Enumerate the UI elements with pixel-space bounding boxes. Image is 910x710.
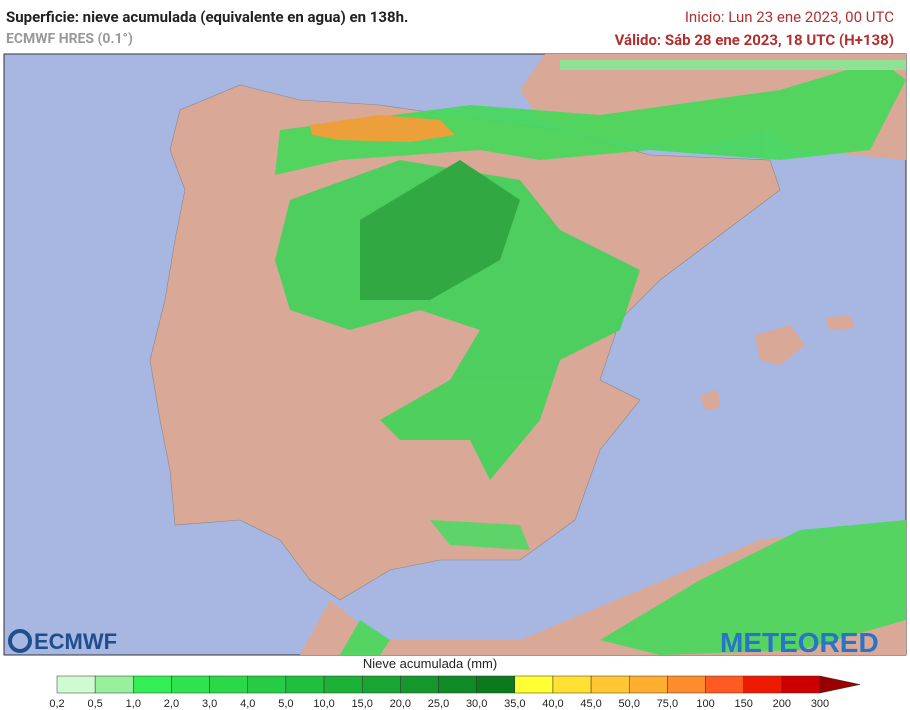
legend-swatch xyxy=(552,675,592,694)
snow-areas xyxy=(275,60,906,655)
legend-swatch xyxy=(400,675,439,694)
legend-tick-label: 0,5 xyxy=(88,698,103,710)
valid-time: Válido: Sáb 28 ene 2023, 18 UTC (H+138) xyxy=(614,31,894,49)
legend-tick-label: 50,0 xyxy=(619,698,640,710)
legend-tick-label: 30,0 xyxy=(466,698,487,710)
legend-swatch xyxy=(285,675,325,694)
legend-tick-label: 15,0 xyxy=(351,698,372,710)
legend-swatch xyxy=(133,675,172,694)
island xyxy=(755,325,805,365)
legend-swatch xyxy=(781,675,821,694)
legend-arrow xyxy=(819,675,861,694)
legend-swatch xyxy=(743,675,783,694)
legend-tick-label: 100 xyxy=(696,698,714,710)
legend-tick-label: 75,0 xyxy=(657,698,678,710)
legend-swatch xyxy=(438,675,477,694)
ecmwf-logo-text: ECMWF xyxy=(34,629,117,654)
legend-swatch xyxy=(629,675,668,694)
legend: 0,2 0,5 1,0 2,0 3,0 4,0 5,0 10,0 15,0 20,0 25,0 30,… xyxy=(49,675,861,710)
island xyxy=(700,390,720,410)
legend-tick-label: 4,0 xyxy=(240,698,255,710)
legend-tick-label: 300 xyxy=(811,698,829,710)
init-time: Inicio: Lun 23 ene 2023, 00 UTC xyxy=(684,8,894,26)
legend-tick-label: 3,0 xyxy=(202,698,217,710)
legend-tick-label: 150 xyxy=(735,698,753,710)
legend-tick-label: 5,0 xyxy=(278,698,293,710)
legend-swatch xyxy=(247,675,287,694)
legend-swatch xyxy=(705,675,744,694)
legend-tick-label: 1,0 xyxy=(126,698,141,710)
legend-tick-label: 45,0 xyxy=(580,698,601,710)
legend-swatch xyxy=(514,675,554,694)
legend-swatch xyxy=(590,675,630,694)
ecmwf-logo: ECMWF xyxy=(8,629,117,654)
legend-tick-label: 40,0 xyxy=(542,698,563,710)
map-title: Superficie: nieve acumulada (equivalente… xyxy=(6,8,409,26)
legend-tick-label: 25,0 xyxy=(428,698,449,710)
legend-swatch xyxy=(56,675,96,694)
legend-swatch xyxy=(476,675,516,694)
legend-swatch xyxy=(209,675,249,694)
island xyxy=(825,315,855,330)
meteored-logo: METEORED xyxy=(720,627,879,658)
legend-tick-label: 2,0 xyxy=(164,698,179,710)
legend-swatch xyxy=(323,675,363,694)
legend-tick-label: 20,0 xyxy=(390,698,411,710)
legend-swatch xyxy=(667,675,706,694)
legend-swatch xyxy=(94,675,134,694)
legend-tick-label: 10,0 xyxy=(313,698,334,710)
legend-swatch xyxy=(171,675,210,694)
legend-title: Nieve acumulada (mm) xyxy=(363,656,497,671)
legend-tick-label: 200 xyxy=(773,698,791,710)
legend-swatch xyxy=(361,675,401,694)
legend-tick-label: 35,0 xyxy=(504,698,525,710)
model-name: ECMWF HRES (0.1°) xyxy=(6,31,133,47)
legend-tick-label: 0,2 xyxy=(49,698,64,710)
